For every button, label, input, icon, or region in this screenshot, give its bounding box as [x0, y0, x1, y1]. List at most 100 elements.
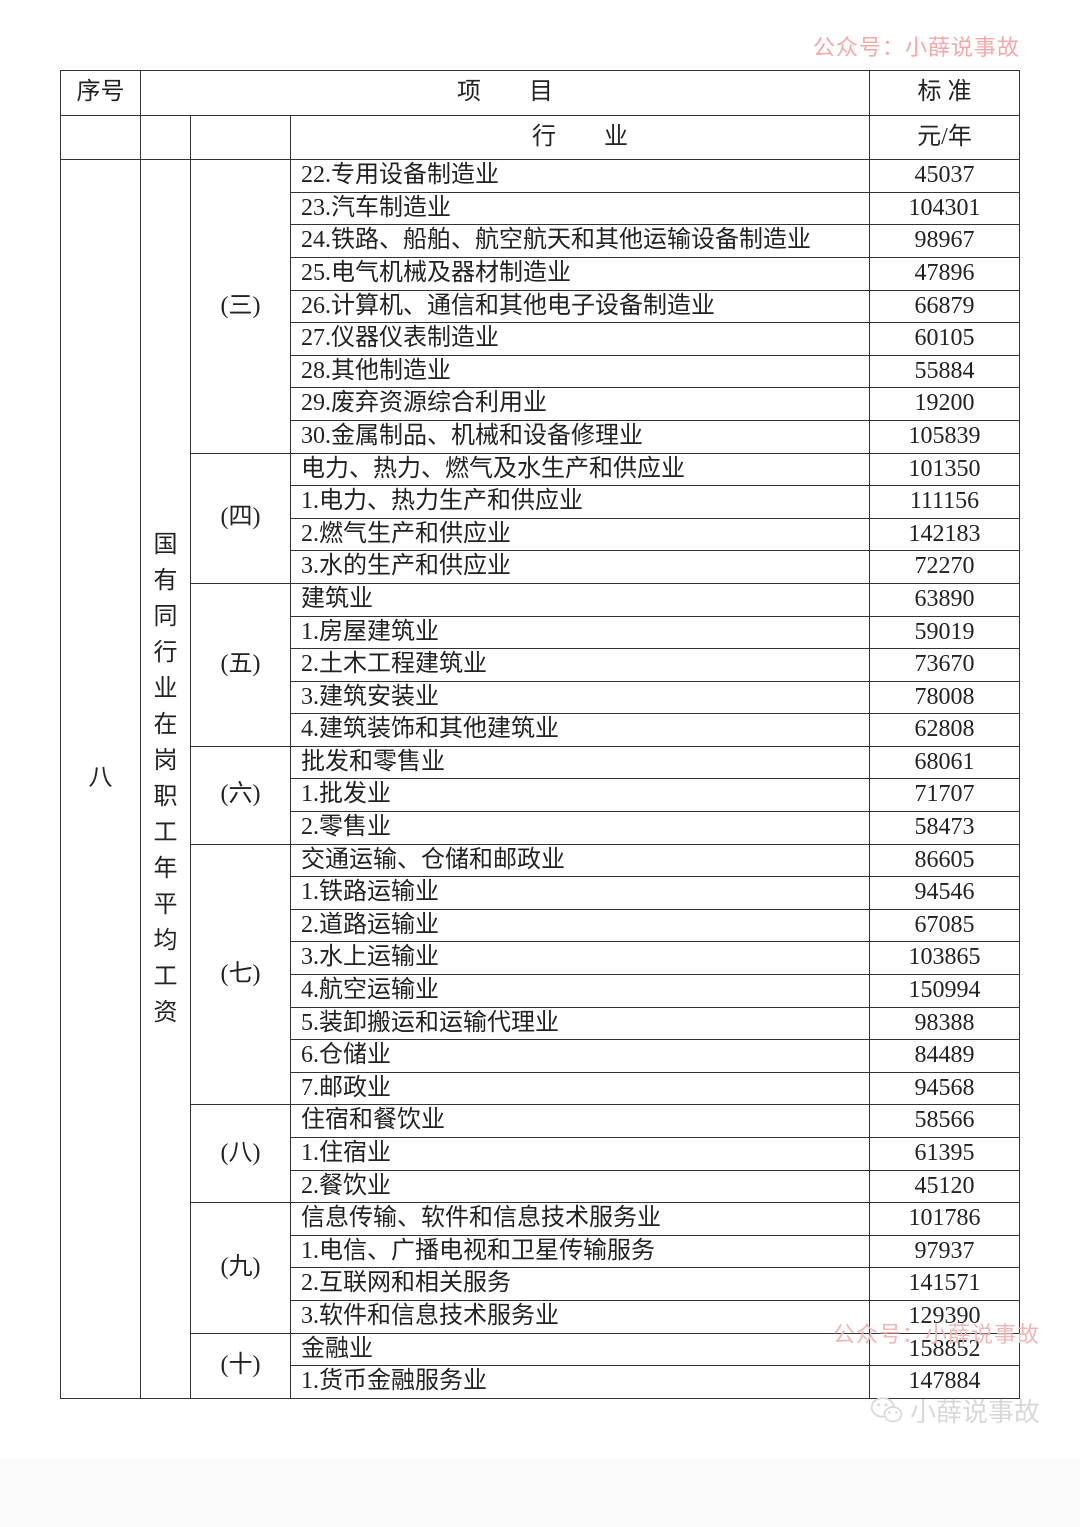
table-row: (四)电力、热力、燃气及水生产和供应业101350 — [61, 453, 1020, 486]
value-cell: 111156 — [870, 486, 1020, 519]
value-cell: 84489 — [870, 1040, 1020, 1073]
group-cell: (十) — [191, 1333, 291, 1398]
header-item: 项 目 — [141, 71, 870, 116]
category-cell: 国有同行业在岗职工年平均工资 — [141, 160, 191, 1399]
industry-cell: 2.道路运输业 — [291, 909, 870, 942]
table-row: (九)信息传输、软件和信息技术服务业101786 — [61, 1203, 1020, 1236]
industry-cell: 4.建筑装饰和其他建筑业 — [291, 714, 870, 747]
value-cell: 72270 — [870, 551, 1020, 584]
footer-account: 小薛说事故 — [870, 1392, 1040, 1429]
salary-table: 序号 项 目 标 准 行 业 元/年 八国有同行业在岗职工年平均工资(三)22.… — [60, 70, 1020, 1399]
industry-cell: 30.金属制品、机械和设备修理业 — [291, 420, 870, 453]
header-cat-empty — [141, 115, 191, 160]
industry-cell: 3.软件和信息技术服务业 — [291, 1300, 870, 1333]
value-cell: 98388 — [870, 1007, 1020, 1040]
value-cell: 60105 — [870, 323, 1020, 356]
industry-cell: 2.餐饮业 — [291, 1170, 870, 1203]
industry-cell: 1.批发业 — [291, 779, 870, 812]
industry-cell: 金融业 — [291, 1333, 870, 1366]
table-row: (八)住宿和餐饮业58566 — [61, 1105, 1020, 1138]
value-cell: 55884 — [870, 355, 1020, 388]
header-seq-empty — [61, 115, 141, 160]
industry-cell: 3.水上运输业 — [291, 942, 870, 975]
value-cell: 94568 — [870, 1072, 1020, 1105]
industry-cell: 住宿和餐饮业 — [291, 1105, 870, 1138]
header-row-1: 序号 项 目 标 准 — [61, 71, 1020, 116]
group-cell: (七) — [191, 844, 291, 1105]
industry-cell: 4.航空运输业 — [291, 975, 870, 1008]
industry-cell: 2.零售业 — [291, 812, 870, 845]
header-row-2: 行 业 元/年 — [61, 115, 1020, 160]
value-cell: 61395 — [870, 1138, 1020, 1171]
value-cell: 105839 — [870, 420, 1020, 453]
industry-cell: 信息传输、软件和信息技术服务业 — [291, 1203, 870, 1236]
value-cell: 101786 — [870, 1203, 1020, 1236]
header-unit: 元/年 — [870, 115, 1020, 160]
value-cell: 104301 — [870, 192, 1020, 225]
industry-cell: 5.装卸搬运和运输代理业 — [291, 1007, 870, 1040]
industry-cell: 1.电力、热力生产和供应业 — [291, 486, 870, 519]
industry-cell: 1.铁路运输业 — [291, 877, 870, 910]
industry-cell: 29.废弃资源综合利用业 — [291, 388, 870, 421]
value-cell: 45037 — [870, 160, 1020, 193]
value-cell: 73670 — [870, 649, 1020, 682]
group-cell: (六) — [191, 746, 291, 844]
group-cell: (九) — [191, 1203, 291, 1333]
watermark-top: 公众号：小薛说事故 — [813, 30, 1020, 62]
group-cell: (五) — [191, 583, 291, 746]
industry-cell: 2.互联网和相关服务 — [291, 1268, 870, 1301]
industry-cell: 28.其他制造业 — [291, 355, 870, 388]
value-cell: 142183 — [870, 518, 1020, 551]
group-cell: (八) — [191, 1105, 291, 1203]
value-cell: 66879 — [870, 290, 1020, 323]
group-cell: (四) — [191, 453, 291, 583]
industry-cell: 1.电信、广播电视和卫星传输服务 — [291, 1235, 870, 1268]
value-cell: 71707 — [870, 779, 1020, 812]
industry-cell: 25.电气机械及器材制造业 — [291, 257, 870, 290]
value-cell: 67085 — [870, 909, 1020, 942]
value-cell: 141571 — [870, 1268, 1020, 1301]
industry-cell: 1.住宿业 — [291, 1138, 870, 1171]
industry-cell: 交通运输、仓储和邮政业 — [291, 844, 870, 877]
header-seq: 序号 — [61, 71, 141, 116]
document-page: 公众号：小薛说事故 序号 项 目 标 准 行 业 元/年 八国有同行业在岗职工年… — [0, 0, 1080, 1459]
industry-cell: 建筑业 — [291, 583, 870, 616]
industry-cell: 22.专用设备制造业 — [291, 160, 870, 193]
industry-cell: 1.房屋建筑业 — [291, 616, 870, 649]
industry-cell: 24.铁路、船舶、航空航天和其他运输设备制造业 — [291, 225, 870, 258]
table-row: (五)建筑业63890 — [61, 583, 1020, 616]
value-cell: 94546 — [870, 877, 1020, 910]
header-std: 标 准 — [870, 71, 1020, 116]
value-cell: 45120 — [870, 1170, 1020, 1203]
header-industry: 行 业 — [291, 115, 870, 160]
value-cell: 59019 — [870, 616, 1020, 649]
value-cell: 58566 — [870, 1105, 1020, 1138]
industry-cell: 27.仪器仪表制造业 — [291, 323, 870, 356]
watermark-bottom: 公众号：小薛说事故 — [833, 1317, 1040, 1349]
industry-cell: 3.水的生产和供应业 — [291, 551, 870, 584]
industry-cell: 批发和零售业 — [291, 746, 870, 779]
industry-cell: 6.仓储业 — [291, 1040, 870, 1073]
value-cell: 68061 — [870, 746, 1020, 779]
industry-cell: 3.建筑安装业 — [291, 681, 870, 714]
value-cell: 47896 — [870, 257, 1020, 290]
table-row: (六)批发和零售业68061 — [61, 746, 1020, 779]
value-cell: 150994 — [870, 975, 1020, 1008]
table-row: (七)交通运输、仓储和邮政业86605 — [61, 844, 1020, 877]
industry-cell: 26.计算机、通信和其他电子设备制造业 — [291, 290, 870, 323]
value-cell: 78008 — [870, 681, 1020, 714]
seq-cell: 八 — [61, 160, 141, 1399]
value-cell: 97937 — [870, 1235, 1020, 1268]
value-cell: 19200 — [870, 388, 1020, 421]
header-grp-empty — [191, 115, 291, 160]
value-cell: 101350 — [870, 453, 1020, 486]
value-cell: 98967 — [870, 225, 1020, 258]
industry-cell: 1.货币金融服务业 — [291, 1366, 870, 1399]
table-body: 八国有同行业在岗职工年平均工资(三)22.专用设备制造业4503723.汽车制造… — [61, 160, 1020, 1399]
industry-cell: 7.邮政业 — [291, 1072, 870, 1105]
value-cell: 58473 — [870, 812, 1020, 845]
industry-cell: 23.汽车制造业 — [291, 192, 870, 225]
industry-cell: 2.燃气生产和供应业 — [291, 518, 870, 551]
group-cell: (三) — [191, 160, 291, 453]
industry-cell: 2.土木工程建筑业 — [291, 649, 870, 682]
